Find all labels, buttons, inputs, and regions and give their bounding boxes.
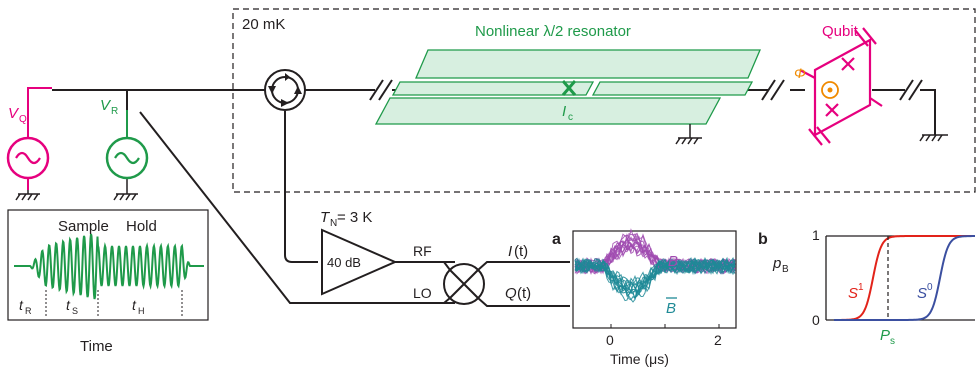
q-output-label: Q [505, 285, 517, 302]
resonator-title: Nonlinear λ/2 resonator [475, 23, 631, 40]
temperature-label: 20 mK [242, 16, 285, 33]
readout-drive-subscript: R [111, 106, 118, 117]
qubit [799, 27, 883, 146]
i-output-suffix: (t) [514, 243, 528, 260]
sample-label: Sample [58, 218, 109, 235]
s1-label: S [848, 285, 858, 302]
t-s-subscript: S [72, 306, 78, 316]
s1-sup: 1 [858, 282, 864, 293]
qubit-drive-wire [27, 87, 52, 140]
amplifier-icon [321, 228, 398, 296]
flux-label: Φ [794, 65, 806, 81]
hold-label: Hold [126, 218, 157, 235]
flux-bias-icon [821, 81, 839, 99]
ps-label: P [880, 327, 890, 344]
critical-current-subscript: c [568, 112, 573, 123]
panel-a-traces [574, 228, 736, 303]
noise-temp-subscript: N [330, 218, 337, 229]
s0-sup: 0 [927, 282, 933, 293]
mixer-icon [443, 263, 485, 305]
readout-pulse-waveform [14, 233, 204, 300]
s0-label: S [917, 285, 927, 302]
i-output-label: I [508, 243, 512, 260]
mixer-wires [290, 261, 570, 307]
ground-symbols [15, 124, 948, 201]
panel-a-x-ticks [610, 324, 720, 328]
noise-temp-label: T [320, 209, 331, 226]
panel-b-letter: b [758, 231, 768, 248]
b-bar-trace [574, 256, 736, 293]
readout-drive-source-icon [105, 136, 149, 180]
noise-temp-value: = 3 K [337, 209, 372, 226]
qubit-title: Qubit [822, 23, 859, 40]
t-r-subscript: R [25, 306, 32, 316]
panel-b-ylabel-sub: B [782, 264, 789, 275]
ps-sub: s [890, 336, 895, 347]
amplifier-gain-label: 40 dB [327, 255, 361, 270]
critical-current-label: I [562, 103, 566, 120]
b-state-label: B [668, 253, 678, 270]
panel-a-tick-0: 0 [606, 332, 614, 348]
panel-a-xlabel: Time (μs) [610, 351, 669, 367]
qubit-drive-label: V [8, 105, 20, 122]
panel-b-ytick-1: 1 [812, 227, 820, 243]
josephson-junction-icon [561, 80, 577, 96]
cryostat-boundary [232, 8, 976, 193]
circulator-icon [264, 69, 306, 111]
panel-b-ytick-0: 0 [812, 312, 820, 328]
resonator [374, 49, 761, 125]
panel-b-axes [825, 235, 975, 321]
b-bar-trace [574, 258, 736, 303]
t-s-label: t [66, 297, 71, 313]
pulse-time-markers [45, 290, 183, 318]
coupling-capacitors [369, 79, 923, 101]
t-h-label: t [132, 297, 137, 313]
s1-curve [834, 235, 975, 321]
t-h-subscript: H [138, 306, 145, 316]
readout-drive-label: V [100, 97, 112, 114]
s0-curve [834, 235, 975, 321]
rf-label: RF [413, 243, 432, 259]
b-bar-state-label: B [666, 300, 676, 317]
panel-b-ylabel: p [772, 255, 781, 272]
lo-label: LO [413, 285, 432, 301]
b-bar-trace [574, 258, 736, 291]
panel-a-letter: a [552, 231, 561, 248]
qubit-drive-subscript: Q [19, 114, 27, 125]
pulse-time-axis-label: Time [80, 338, 113, 355]
q-output-suffix: (t) [517, 285, 531, 302]
qubit-drive-source-icon [6, 136, 50, 190]
t-r-label: t [19, 297, 24, 313]
panel-a-tick-2: 2 [714, 332, 722, 348]
